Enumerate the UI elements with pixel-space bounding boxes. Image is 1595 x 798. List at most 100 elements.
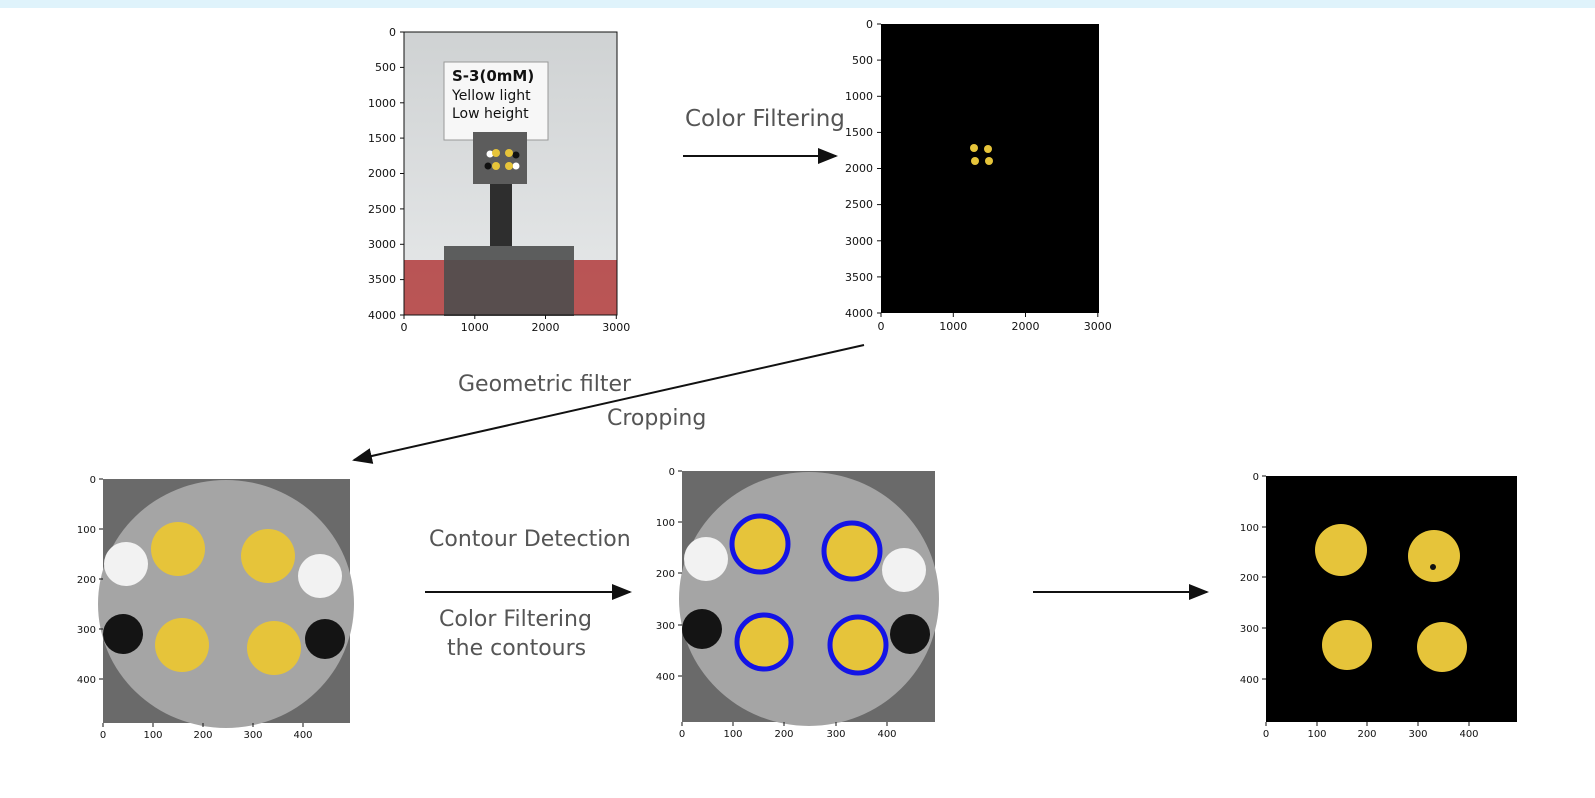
dot-yellow (971, 157, 979, 165)
y-tick-label: 0 (866, 18, 873, 31)
yellow-dot (241, 529, 295, 583)
arrow-geometric-filter (352, 344, 865, 464)
x-tick-label: 1000 (461, 321, 489, 334)
cropped-panel: 0 100 200 300 400 0 100 200 300 400 (77, 475, 354, 741)
x-tick-label: 200 (1357, 729, 1376, 740)
original-photo-panel: S-3(0mM) Yellow light Low height 0 500 1… (368, 26, 630, 334)
y-tick-label: 4000 (845, 307, 873, 320)
contour-dot (827, 614, 889, 676)
y-tick-label: 1000 (368, 97, 396, 110)
sensor-disc (679, 472, 939, 726)
white-dot (882, 548, 926, 592)
label-color-filtering: Color Filtering (685, 106, 845, 132)
y-tick-label: 0 (90, 475, 96, 486)
sensor-disc (98, 480, 354, 728)
y-tick-label: 3000 (845, 235, 873, 248)
x-tick-label: 3000 (602, 321, 630, 334)
x-tick-label: 100 (143, 730, 162, 741)
black-background (1266, 476, 1517, 722)
x-tick-label: 0 (401, 321, 408, 334)
y-tick-label: 2500 (845, 198, 873, 211)
white-dot (104, 542, 148, 586)
x-tick-label: 300 (826, 729, 845, 740)
label-cropping: Cropping (607, 406, 707, 431)
y-tick-label: 400 (656, 672, 675, 683)
y-tick-label: 100 (1240, 523, 1259, 534)
contour-panel: 0 100 200 300 400 0 100 200 300 400 (656, 467, 939, 740)
x-tick-label: 300 (1408, 729, 1427, 740)
sensor-stand (490, 184, 512, 246)
y-tick-label: 400 (1240, 675, 1259, 686)
x-axis-ticks: 0 100 200 300 400 (1263, 722, 1479, 740)
y-tick-label: 1500 (845, 126, 873, 139)
black-dot (682, 609, 722, 649)
y-axis-ticks: 0 100 200 300 400 (1240, 472, 1266, 686)
y-axis-ticks: 0 100 200 300 400 (656, 467, 682, 683)
dot-yellow (492, 149, 500, 157)
yellow-dot (247, 621, 301, 675)
y-tick-label: 300 (656, 621, 675, 632)
final-dots-panel: 0 100 200 300 400 0 100 200 300 400 (1240, 472, 1517, 740)
x-tick-label: 400 (1459, 729, 1478, 740)
x-tick-label: 200 (193, 730, 212, 741)
x-tick-label: 300 (243, 730, 262, 741)
yellow-dot (155, 618, 209, 672)
dot-black-left (484, 162, 492, 170)
black-dot (103, 614, 143, 654)
color-filtered-panel: 0 500 1000 1500 2000 2500 3000 3500 4000… (845, 18, 1112, 333)
y-tick-label: 0 (669, 467, 675, 478)
x-tick-label: 400 (293, 730, 312, 741)
contour-dot (734, 612, 794, 672)
x-tick-label: 3000 (1084, 320, 1112, 333)
dot-yellow (505, 162, 513, 170)
y-tick-label: 3000 (368, 238, 396, 251)
black-dot (890, 614, 930, 654)
black-dot (305, 619, 345, 659)
y-tick-label: 200 (1240, 573, 1259, 584)
y-tick-label: 1000 (845, 90, 873, 103)
contour-dot (821, 520, 883, 582)
hole-mark (1430, 564, 1436, 570)
black-background (881, 24, 1099, 313)
x-tick-label: 100 (1307, 729, 1326, 740)
label-contour-detection: Contour Detection (429, 527, 631, 552)
x-tick-label: 0 (1263, 729, 1269, 740)
dot-black-right (512, 151, 520, 159)
y-tick-label: 500 (852, 54, 873, 67)
yellow-dot (1408, 530, 1460, 582)
y-tick-label: 200 (656, 569, 675, 580)
sign-line-2: Yellow light (451, 88, 531, 104)
y-tick-label: 2500 (368, 203, 396, 216)
yellow-dot (1417, 622, 1467, 672)
x-tick-label: 400 (877, 729, 896, 740)
y-tick-label: 3500 (845, 271, 873, 284)
dot-white-left (486, 150, 494, 158)
yellow-dot (1322, 620, 1372, 670)
dot-yellow (970, 144, 978, 152)
white-dot (684, 537, 728, 581)
x-axis-ticks: 0 100 200 300 400 (100, 723, 313, 741)
dot-yellow (492, 162, 500, 170)
y-axis-ticks: 0 500 1000 1500 2000 2500 3000 3500 4000 (368, 26, 404, 322)
contour-dot (729, 513, 791, 575)
x-tick-label: 0 (679, 729, 685, 740)
white-dot (298, 554, 342, 598)
yellow-dot (1315, 524, 1367, 576)
y-tick-label: 500 (375, 61, 396, 74)
sensor-holder (473, 132, 527, 184)
x-tick-label: 200 (774, 729, 793, 740)
x-axis-ticks: 0 1000 2000 3000 (878, 313, 1112, 333)
yellow-dot (151, 522, 205, 576)
y-tick-label: 2000 (845, 162, 873, 175)
x-tick-label: 2000 (532, 321, 560, 334)
dot-white-right (512, 162, 520, 170)
y-tick-label: 200 (77, 575, 96, 586)
header-strip (0, 0, 1595, 8)
sign-line-1: S-3(0mM) (452, 67, 534, 85)
y-tick-label: 0 (1253, 472, 1259, 483)
label-geometric-filter: Geometric filter (458, 372, 632, 397)
x-axis-ticks: 0 100 200 300 400 (679, 722, 897, 740)
y-tick-label: 100 (656, 518, 675, 529)
sign-line-3: Low height (452, 106, 529, 122)
y-axis-ticks: 0 100 200 300 400 (77, 475, 103, 686)
